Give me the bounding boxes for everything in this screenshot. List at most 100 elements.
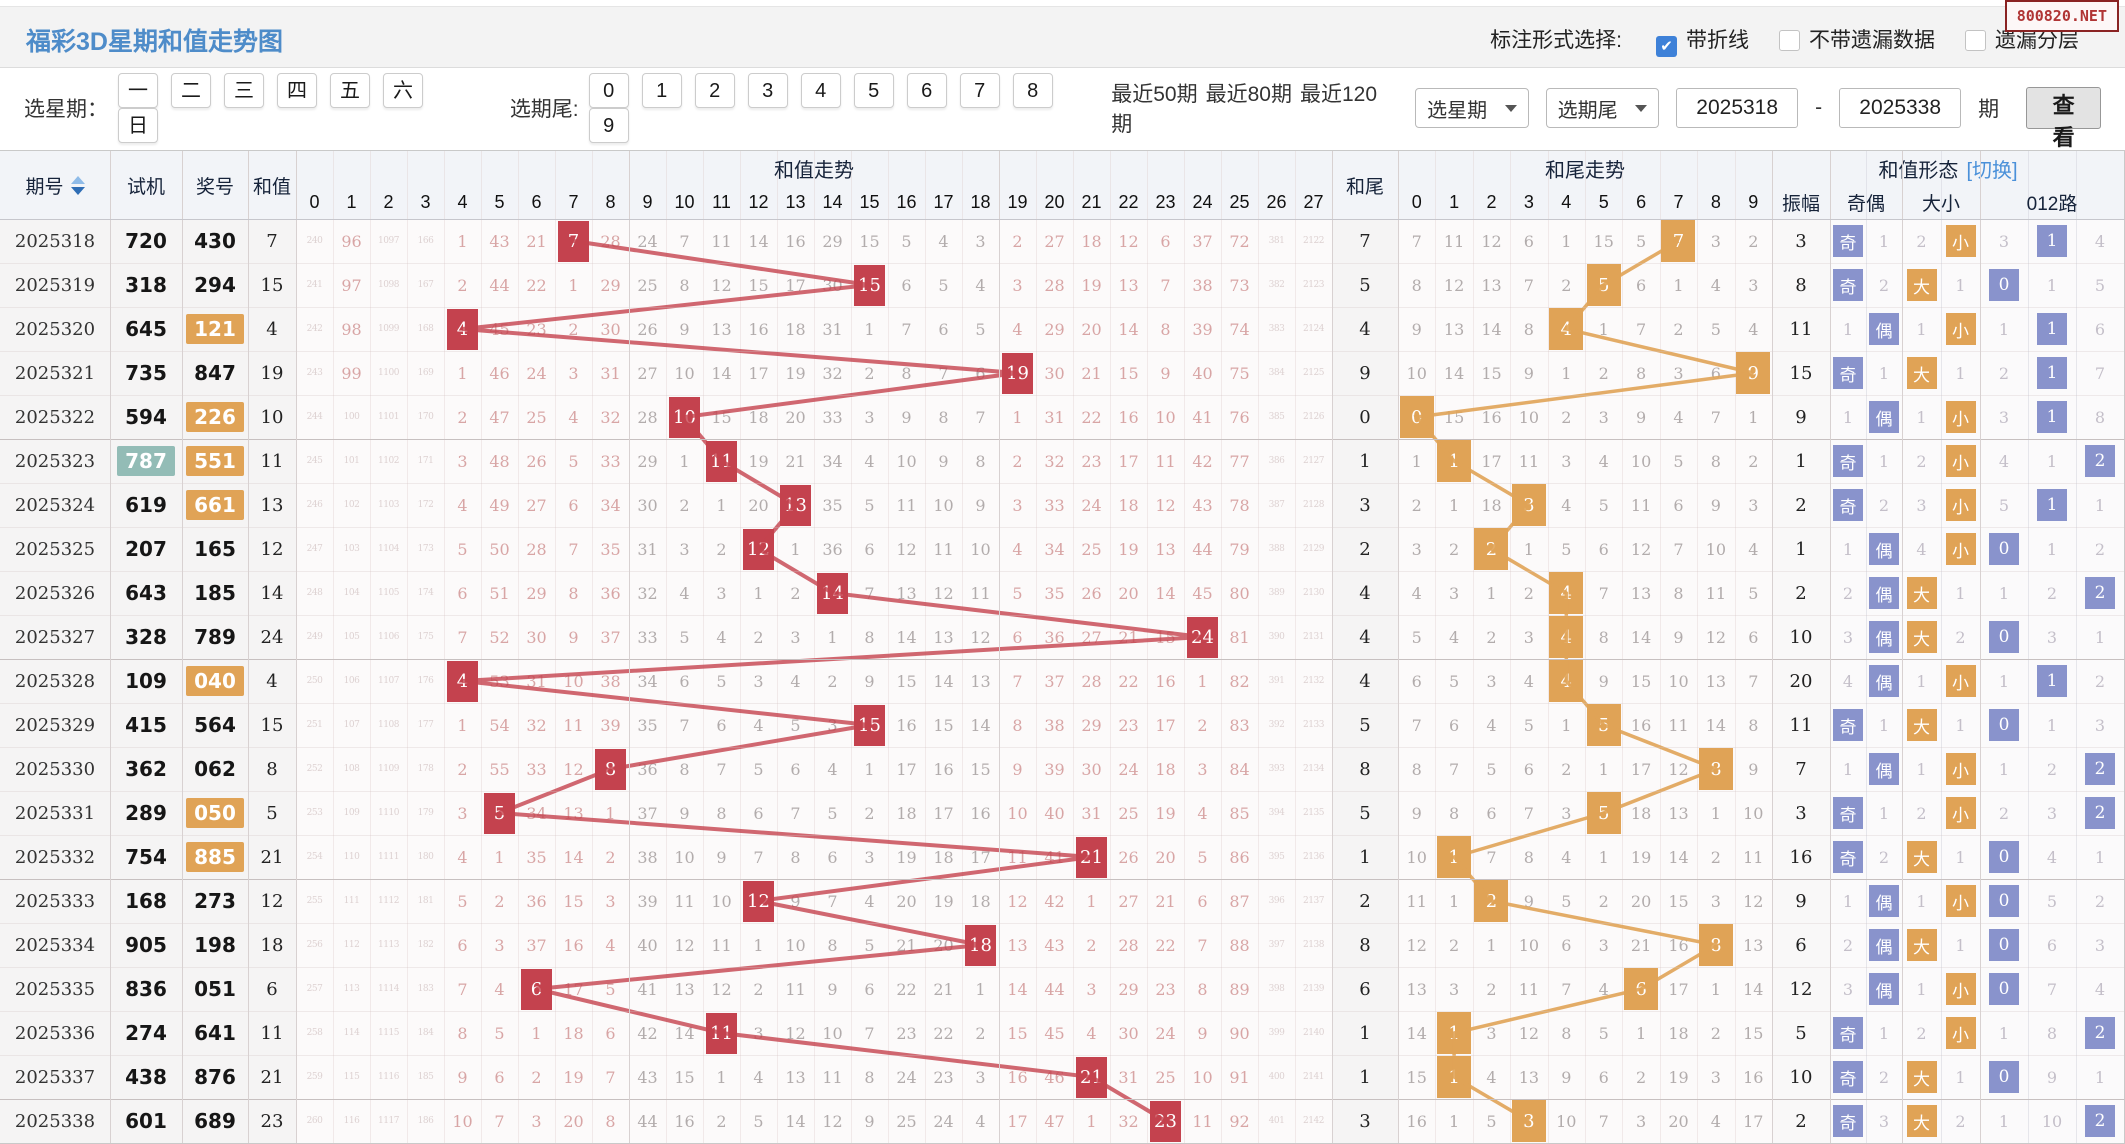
recent-periods-link-0[interactable]: 最近50期: [1111, 83, 1198, 106]
sum-hit-box: 21: [1076, 836, 1107, 878]
tail-trend-cell: 6: [1748, 627, 1759, 647]
road012-cell: 2: [2094, 539, 2106, 559]
tail-digit-button-7[interactable]: 7: [959, 73, 1000, 108]
sum-trend-cell: 24: [1081, 495, 1102, 515]
range-start-input[interactable]: [1676, 88, 1799, 128]
oddeven-cell: 1: [1878, 451, 1890, 471]
sum-trend-cell: 19: [999, 351, 1036, 395]
sum-trend-cell: 381: [1268, 236, 1285, 246]
tail-digit-button-2[interactable]: 2: [694, 73, 735, 108]
sum-trend-cell: 258: [306, 1028, 323, 1038]
tail-digit-button-0[interactable]: 0: [588, 73, 629, 108]
sum-value-cell: 21: [260, 1066, 284, 1088]
sum-trend-cell: 27: [1081, 627, 1102, 647]
sum-trend-cell: 7: [457, 979, 468, 999]
tail-digit-button-8[interactable]: 8: [1012, 73, 1053, 108]
tail-select[interactable]: 选期尾: [1545, 88, 1660, 128]
annotation-controls: 标注形式选择: ✔ 带折线 不带遗漏数据 遗漏分层: [1490, 24, 2079, 57]
sum-trend-cell: 253: [306, 808, 323, 818]
sum-trend-cell: 12: [1155, 495, 1176, 515]
period-cell: 2025338: [14, 1110, 96, 1132]
sum-trend-cell: 15: [896, 671, 917, 691]
sum-trend-cell: 391: [1268, 676, 1285, 686]
weekday-button-6[interactable]: 日: [118, 108, 158, 143]
range-end-input[interactable]: [1839, 88, 1962, 128]
view-button[interactable]: 查看: [2026, 87, 2101, 150]
weekday-button-3[interactable]: 四: [277, 73, 317, 108]
sum-trend-cell: 3: [1012, 275, 1023, 295]
bigsmall-cell: 1: [1916, 671, 1927, 691]
sum-trend-cell: 30: [1118, 1023, 1139, 1043]
checkbox-unchecked-icon[interactable]: [1965, 30, 1986, 51]
tail-digit-button-4[interactable]: 4: [800, 73, 841, 108]
sum-trend-cell: 5: [1197, 847, 1208, 867]
header-divider: [0, 219, 2124, 220]
sum-trend-cell: 249: [306, 632, 323, 642]
sum-trend-cell: 1111: [378, 852, 399, 862]
sum-trend-cell: 182: [417, 940, 434, 950]
sum-trend-cell: 4: [938, 231, 949, 251]
tail-trend-cell: 11: [1518, 979, 1540, 999]
tail-digit-button-1[interactable]: 1: [641, 73, 682, 108]
tail-trend-cell: 13: [1443, 319, 1465, 339]
sum-trend-cell: 10: [933, 495, 954, 515]
tail-hit-box: 9: [1736, 352, 1771, 394]
tail-digit-button-6[interactable]: 6: [906, 73, 947, 108]
weekday-button-0[interactable]: 一: [118, 73, 158, 108]
sum-trend-cell: 114: [343, 1028, 360, 1038]
sum-trend-cell: 23: [1147, 1099, 1184, 1143]
sum-trend-cell: 2: [1197, 715, 1208, 735]
amplitude-cell: 15: [1789, 362, 1813, 384]
sum-trend-cell: 107: [343, 720, 360, 730]
tail-digit-button-5[interactable]: 5: [853, 73, 894, 108]
road012-cell: 1: [2028, 351, 2076, 395]
tail-digit-button-3[interactable]: 3: [747, 73, 788, 108]
sum-trend-cell: 6: [457, 935, 468, 955]
tail-trend-cell: 5: [1673, 451, 1684, 471]
checkbox-unchecked-icon[interactable]: [1779, 30, 1800, 51]
sum-value-cell: 14: [260, 582, 284, 604]
sum-trend-cell: 12: [563, 759, 584, 779]
oddeven-cell: 3: [1878, 1111, 1890, 1131]
sum-trend-cell: 75: [1229, 363, 1250, 383]
hewei-value-cell: 1: [1359, 1066, 1371, 1088]
checkbox-checked-icon[interactable]: ✔: [1656, 36, 1677, 57]
grid-line: [1295, 151, 1296, 1143]
prize-cell: 689: [194, 1109, 236, 1133]
sum-trend-cell: 168: [417, 324, 434, 334]
sum-trend-cell: 90: [1229, 1023, 1250, 1043]
tail-trend-cell: 10: [1518, 935, 1540, 955]
tail-trend-cell: 5: [1561, 891, 1572, 911]
week-select[interactable]: 选星期: [1415, 88, 1529, 128]
sum-trend-cell: 8: [679, 275, 690, 295]
recent-periods-link-2[interactable]: 最近120期: [1111, 83, 1378, 136]
bigsmall-hit-box: 小: [1945, 445, 1976, 477]
sum-trend-cell: 4: [679, 583, 690, 603]
pattern-switch-link[interactable]: [切换]: [1966, 159, 2018, 182]
sum-trend-cell: 1: [494, 847, 505, 867]
weekday-button-5[interactable]: 六: [383, 73, 423, 108]
tail-trend-cell: 8: [1523, 319, 1534, 339]
tail-trend-cell: 9: [1673, 627, 1684, 647]
weekday-button-2[interactable]: 三: [224, 73, 264, 108]
week-select-value: 选星期: [1427, 99, 1488, 122]
grid-line: [1258, 151, 1259, 1143]
sum-hit-box: 13: [780, 484, 811, 526]
tail-trend-cell: 5: [1598, 1023, 1609, 1043]
sum-trend-cell: 32: [822, 363, 843, 383]
sum-trend-cell: 29: [1044, 319, 1065, 339]
tail-digit-button-9[interactable]: 9: [588, 108, 629, 143]
sum-trend-cell: 17: [1155, 715, 1176, 735]
sum-trend-cell: 386: [1268, 456, 1285, 466]
header-period[interactable]: 期号: [0, 151, 110, 219]
prize-cell: 273: [194, 889, 236, 913]
weekday-button-1[interactable]: 二: [171, 73, 211, 108]
recent-periods-link-1[interactable]: 最近80期: [1205, 83, 1292, 106]
sum-trend-cell: 175: [417, 632, 434, 642]
amplitude-cell: 6: [1795, 934, 1807, 956]
tail-trend-cell: 14: [1743, 979, 1764, 999]
annotation-option-0: ✔ 带折线: [1656, 29, 1749, 57]
weekday-button-4[interactable]: 五: [330, 73, 370, 108]
header-sum-col-7: 7: [568, 191, 579, 212]
sum-trend-cell: 23: [1118, 715, 1139, 735]
